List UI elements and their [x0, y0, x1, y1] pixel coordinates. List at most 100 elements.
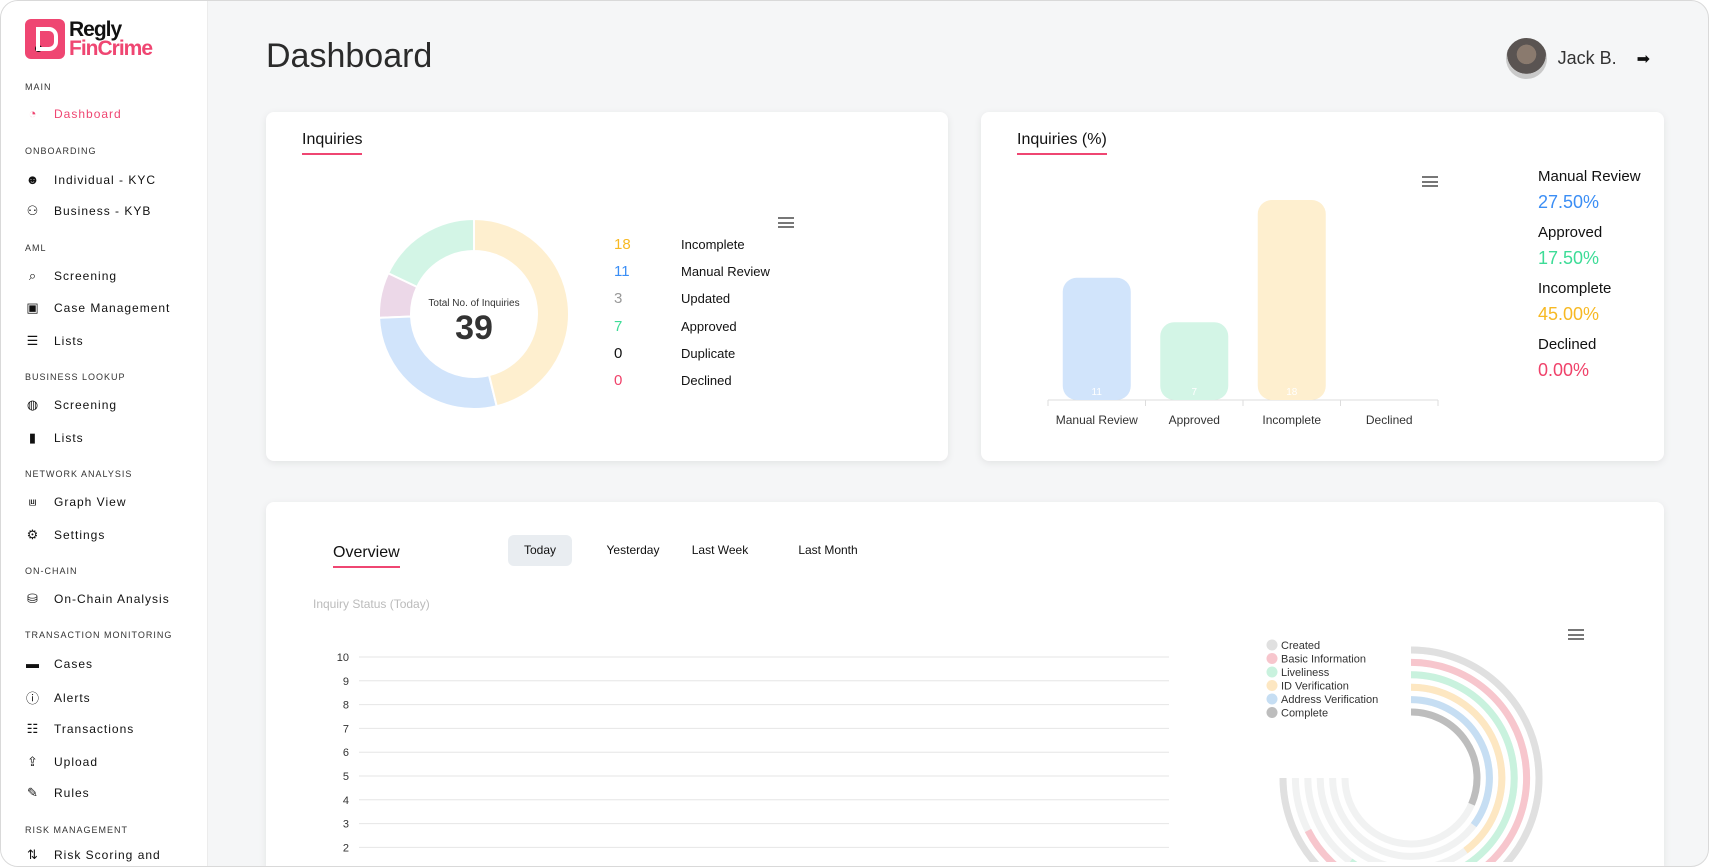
- donut-center-label: Total No. of Inquiries: [428, 298, 519, 309]
- legend-marker: [1266, 639, 1278, 651]
- legend-value: 7: [614, 317, 623, 335]
- legend-label: Approved: [681, 318, 737, 334]
- sidebar-item-alerts[interactable]: ⓘ Alerts: [25, 688, 91, 707]
- user-name[interactable]: Jack B.: [1557, 48, 1617, 68]
- sidebar-item-label: Screening: [54, 398, 118, 412]
- sidebar-item-screening[interactable]: ⌕ Screening: [25, 268, 117, 284]
- sidebar-item-label: Transactions: [54, 722, 135, 736]
- legend-label: Duplicate: [681, 345, 736, 361]
- legend-value: 3: [614, 290, 623, 308]
- legend-label: Manual Review: [681, 264, 770, 280]
- x-tick-label: Declined: [1366, 413, 1413, 427]
- bar-manual-review[interactable]: [1062, 277, 1131, 400]
- sidebar-item-rules[interactable]: ✎ Rules: [25, 785, 90, 801]
- legend-value: 18: [614, 236, 631, 253]
- donut-slice-updated[interactable]: [378, 271, 419, 319]
- legend-label[interactable]: Complete: [1281, 708, 1328, 720]
- sidebar-item-label: Cases: [54, 656, 94, 671]
- sidebar-item-lists[interactable]: ☰ Lists: [25, 333, 84, 349]
- sidebar-item-on-chain-analysis[interactable]: ⛁ On-Chain Analysis: [25, 591, 170, 607]
- user-menu: Jack B. ➡︎: [1505, 38, 1650, 79]
- legend-marker: [1266, 707, 1278, 718]
- logo[interactable]: Regly FinCrime: [25, 18, 153, 60]
- legend-marker: [1266, 653, 1278, 664]
- sidebar-item-label: Rules: [54, 786, 90, 800]
- sidebar-item-dashboard[interactable]: ◔ Dashboard: [25, 106, 122, 121]
- legend-marker: [1266, 666, 1278, 678]
- tab-last-week[interactable]: Last Week: [691, 543, 749, 557]
- sidebar-item-case-management[interactable]: ▣ Case Management: [25, 300, 170, 316]
- sidebar-item-lists[interactable]: ▮ Lists: [25, 430, 84, 446]
- radial-bar-complete[interactable]: [1410, 708, 1481, 806]
- graph-icon: ⩏: [28, 494, 38, 509]
- sidebar-item-business-kyb[interactable]: ⚇ Business - KYB: [25, 203, 151, 219]
- list-icon: ☰: [26, 333, 40, 348]
- stat-value: 0.00%: [1538, 360, 1590, 380]
- donut-slice-approved[interactable]: [386, 217, 475, 289]
- coins-icon: ⛁: [27, 591, 39, 606]
- sidebar-section-label: NETWORK ANALYSIS: [25, 469, 133, 479]
- chart-menu-icon[interactable]: [778, 217, 794, 228]
- inquiries-title: Inquiries: [302, 131, 363, 155]
- inquiries-percent-card: Inquiries (%) 11 Manual Review 7 Approved 18…: [981, 112, 1664, 461]
- sidebar-item-cases[interactable]: ▬ Cases: [25, 656, 93, 671]
- sidebar-item-graph-view[interactable]: ⩏ Graph View: [25, 494, 126, 510]
- exclamation-circle-icon: ⓘ: [25, 691, 40, 706]
- radial-bar-address-verification[interactable]: [1410, 696, 1493, 828]
- sidebar-item-settings[interactable]: ⚙ Settings: [25, 527, 105, 543]
- y-tick-label: 9: [343, 676, 349, 688]
- x-tick-label: Manual Review: [1056, 413, 1138, 427]
- legend-value: 0: [614, 372, 623, 389]
- overview-title: Overview: [333, 544, 400, 568]
- sidebar-item-upload[interactable]: ⇪ Upload: [25, 754, 98, 770]
- y-tick-label: 4: [343, 795, 349, 807]
- chart-menu-icon[interactable]: [1568, 629, 1584, 640]
- tab-today[interactable]: Today: [508, 535, 572, 566]
- page-title: Dashboard: [266, 37, 433, 75]
- legend-label[interactable]: Basic Information: [1281, 654, 1366, 666]
- brand-line1: Regly: [69, 18, 122, 41]
- sidebar-item-label: Lists: [54, 334, 84, 348]
- radial-bar-id-verification[interactable]: [1410, 683, 1506, 854]
- legend-label[interactable]: Address Verification: [1281, 694, 1378, 706]
- radial-bar-basic-information[interactable]: [1304, 658, 1531, 862]
- sidebar-item-transactions[interactable]: ☷ Transactions: [25, 721, 134, 737]
- stat-value: 27.50%: [1538, 192, 1600, 212]
- sidebar-section-label: TRANSACTION MONITORING: [25, 630, 173, 640]
- radial-bar-liveliness[interactable]: [1349, 671, 1518, 862]
- radial-bar-created[interactable]: [1279, 646, 1543, 862]
- brand-line2: FinCrime: [69, 37, 153, 60]
- chart-menu-icon[interactable]: [1422, 176, 1438, 187]
- sidebar-item-individual-kyc[interactable]: ☻ Individual - KYC: [25, 172, 156, 187]
- globe-icon: ◍: [26, 397, 40, 412]
- sidebar-section-label: RISK MANAGEMENT: [25, 825, 129, 835]
- tab-yesterday[interactable]: Yesterday: [606, 543, 660, 557]
- bar-data-label: 11: [1092, 387, 1103, 398]
- logout-icon[interactable]: ➡︎: [1636, 50, 1650, 68]
- sidebar-item-label: Alerts: [54, 690, 91, 705]
- legend-label[interactable]: ID Verification: [1281, 681, 1349, 693]
- bar-incomplete[interactable]: [1257, 200, 1326, 400]
- bar-approved[interactable]: [1160, 322, 1229, 400]
- overview-card: Overview Today Yesterday Last Week Last Mon…: [266, 502, 1664, 866]
- sidebar-item-screening[interactable]: ◍ Screening: [25, 397, 117, 413]
- chart-subtitle: Inquiry Status (Today): [313, 597, 430, 611]
- stat-label: Incomplete: [1538, 280, 1612, 297]
- sidebar-section-label: ONBOARDING: [25, 146, 97, 156]
- stat-label: Manual Review: [1538, 168, 1641, 185]
- donut-slice-incomplete[interactable]: [473, 217, 570, 408]
- sidebar-item-risk-scoring-and[interactable]: ⇅ Risk Scoring and: [25, 847, 161, 863]
- y-tick-label: 6: [343, 747, 349, 759]
- briefcase-icon: ▣: [26, 300, 40, 315]
- legend-label: Declined: [681, 373, 732, 388]
- avatar[interactable]: [1505, 38, 1547, 79]
- donut-slice-manual-review[interactable]: [378, 315, 498, 410]
- donut-total: 39: [455, 309, 493, 347]
- legend-label: Incomplete: [681, 237, 745, 252]
- tab-last-month[interactable]: Last Month: [798, 543, 858, 557]
- stat-value: 17.50%: [1538, 248, 1600, 268]
- sidebar-item-label: Screening: [54, 269, 118, 283]
- legend-label[interactable]: Created: [1281, 640, 1320, 652]
- legend-label[interactable]: Liveliness: [1281, 667, 1330, 679]
